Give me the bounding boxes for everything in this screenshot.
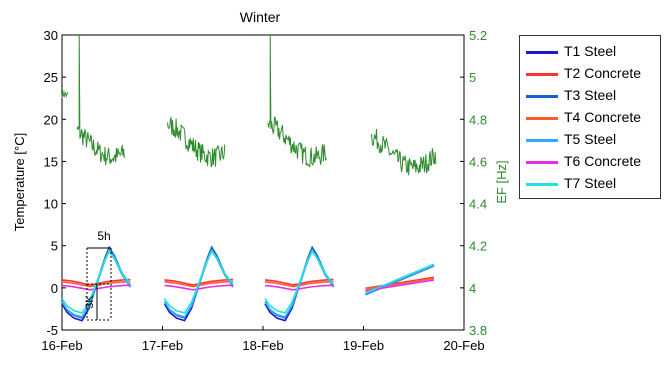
x-tick-label: 17-Feb — [142, 338, 183, 353]
legend-swatch — [526, 183, 558, 186]
x-tick-label: 18-Feb — [242, 338, 283, 353]
x-tick-label: 20-Feb — [443, 338, 484, 353]
legend-label: T4 Concrete — [564, 109, 642, 125]
legend-item: T3 Steel — [526, 86, 660, 106]
ef-line — [371, 128, 437, 176]
legend-label: T5 Steel — [564, 131, 617, 147]
y2-tick-label: 5.2 — [469, 28, 487, 43]
legend-item: T7 Steel — [526, 174, 660, 194]
temp-line-7 — [365, 263, 435, 294]
y2-tick-label: 4 — [469, 281, 476, 296]
ef-line — [61, 90, 69, 99]
ef-line — [167, 115, 226, 168]
temp-line-4 — [164, 280, 233, 288]
legend-item: T5 Steel — [526, 130, 660, 150]
temp-line-7 — [264, 249, 335, 314]
legend-swatch — [526, 95, 558, 98]
temp-line-7 — [61, 249, 131, 314]
ef-series — [61, 34, 437, 176]
legend: T1 Steel T2 Concrete T3 Steel T4 Concrete T5… — [519, 35, 661, 199]
y2-tick-label: 4.6 — [469, 154, 487, 169]
legend-swatch — [526, 51, 558, 54]
y2-tick-label: 4.2 — [469, 239, 487, 254]
legend-swatch — [526, 117, 558, 120]
y2-tick-label: 4.4 — [469, 197, 487, 212]
y2-axis-ticks: 3.8 4 4.2 4.4 4.6 4.8 5 5.2 — [460, 28, 487, 338]
y-tick-label: -5 — [46, 323, 58, 338]
legend-swatch — [526, 73, 558, 76]
lag-annotation: 5h 3K — [84, 229, 112, 321]
temp-line-4 — [264, 280, 334, 288]
ef-line — [267, 34, 327, 168]
y-tick-label: 10 — [44, 197, 58, 212]
y-tick-label: 30 — [44, 28, 58, 43]
x-tick-label: 19-Feb — [343, 338, 384, 353]
temp-line-6 — [164, 284, 233, 291]
y2-tick-label: 3.8 — [469, 323, 487, 338]
temp-line-2 — [365, 276, 435, 290]
x-tick-label: 16-Feb — [41, 338, 82, 353]
legend-item: T6 Concrete — [526, 152, 660, 172]
lag-label: 5h — [97, 229, 110, 243]
temp-line-6 — [264, 284, 334, 291]
y-axis-label: Temperature [°C] — [12, 133, 27, 231]
legend-item: T1 Steel — [526, 42, 660, 62]
legend-item: T4 Concrete — [526, 108, 660, 128]
legend-label: T2 Concrete — [564, 65, 642, 81]
y-tick-label: 5 — [51, 239, 58, 254]
y2-tick-label: 5 — [469, 70, 476, 85]
y-tick-label: 15 — [44, 154, 58, 169]
y2-tick-label: 4.8 — [469, 112, 487, 127]
legend-label: T6 Concrete — [564, 153, 642, 169]
y-tick-label: 20 — [44, 112, 58, 127]
legend-label: T7 Steel — [564, 175, 617, 191]
legend-swatch — [526, 161, 558, 164]
ef-line — [76, 34, 125, 166]
y2-axis-label: EF [Hz] — [494, 160, 509, 203]
y-tick-label: 0 — [51, 281, 58, 296]
x-axis-ticks: 16-Feb 17-Feb 18-Feb 19-Feb 20-Feb — [41, 326, 485, 353]
y-tick-label: 25 — [44, 70, 58, 85]
legend-item: T2 Concrete — [526, 64, 660, 84]
legend-swatch — [526, 139, 558, 142]
amplitude-label: 3K — [84, 295, 96, 309]
temp-line-7 — [163, 249, 234, 314]
y-axis-ticks: -5 0 5 10 15 20 25 30 — [44, 28, 66, 338]
legend-label: T1 Steel — [564, 43, 617, 59]
legend-label: T3 Steel — [564, 87, 617, 103]
chart-title: Winter — [240, 9, 281, 25]
